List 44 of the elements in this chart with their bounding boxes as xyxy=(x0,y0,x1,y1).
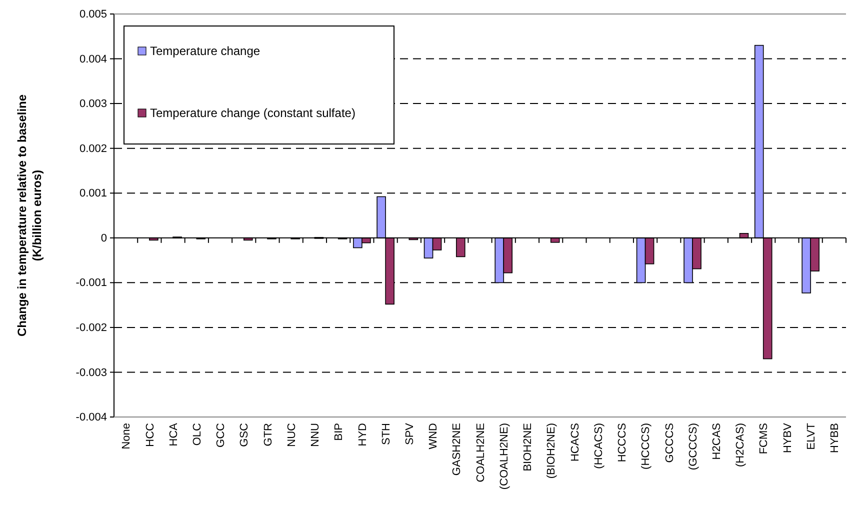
x-tick-label: HYBB xyxy=(829,423,842,453)
x-tick-label: GTR xyxy=(262,422,274,446)
x-tick-label: (COALH2NE) xyxy=(498,423,510,490)
x-tick-label: HCA xyxy=(168,422,180,446)
x-tick-label: GCCCS xyxy=(664,423,676,463)
x-tick-label: HCC xyxy=(144,422,156,447)
x-tick-label: HYBV xyxy=(782,422,794,453)
y-tick-label: -0.002 xyxy=(76,322,107,334)
x-tick-label: (GCCCS) xyxy=(687,423,700,470)
y-tick-label: 0 xyxy=(100,232,107,244)
x-tick-label: HCACS xyxy=(569,423,582,462)
x-tick-label: OLC xyxy=(191,422,204,446)
legend-label: Temperature change (constant sulfate) xyxy=(150,106,356,120)
x-tick-label: (H2CAS) xyxy=(734,423,747,468)
y-tick-label: 0.003 xyxy=(79,98,107,110)
x-tick-label: HCCCS xyxy=(616,423,629,462)
x-tick-label: BIP xyxy=(333,423,346,441)
x-tick-label: HYD xyxy=(356,422,369,446)
x-tick-label: (HCCCS) xyxy=(640,423,652,470)
x-tick-label: COALH2NE xyxy=(474,423,487,482)
x-tick-label: ELVT xyxy=(805,422,818,450)
x-tick-label: NNU xyxy=(310,422,322,447)
y-tick-label: -0.001 xyxy=(76,277,107,290)
x-tick-label: (HCACS) xyxy=(592,423,605,469)
y-tick-label: 0.002 xyxy=(79,142,107,155)
x-tick-label: GSC xyxy=(238,422,251,447)
y-tick-label: -0.004 xyxy=(76,412,107,424)
legend-label: Temperature change xyxy=(150,44,260,58)
x-tick-label: FCMS xyxy=(758,423,770,454)
y-tick-label: -0.003 xyxy=(76,366,107,379)
x-tick-label: None xyxy=(120,423,133,450)
y-axis-title: Change in temperature relative to baseline (K/billion euros) xyxy=(15,94,44,337)
x-tick-label: SPV xyxy=(404,422,416,446)
y-tick-label: 0.005 xyxy=(79,8,107,21)
x-tick-label: GCC xyxy=(215,422,228,448)
x-tick-label: WND xyxy=(428,422,440,450)
x-tick-label: H2CAS xyxy=(710,423,723,460)
y-tick-label: 0.001 xyxy=(79,188,107,200)
x-tick-label: BIOH2NE xyxy=(522,423,534,472)
x-tick-label: NUC xyxy=(286,422,298,447)
y-tick-label: 0.004 xyxy=(79,53,107,66)
x-tick-label: STH xyxy=(380,422,392,445)
x-tick-label: (BIOH2NE) xyxy=(546,423,558,479)
x-tick-label: GASH2NE xyxy=(451,423,464,476)
